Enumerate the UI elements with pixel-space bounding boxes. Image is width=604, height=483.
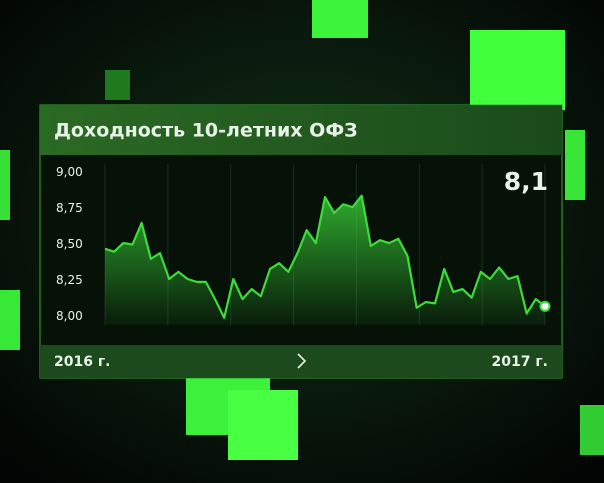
y-tick-label: 8,25 [56, 273, 83, 287]
chart-title: Доходность 10-летних ОФЗ [54, 120, 358, 142]
y-tick-label: 9,00 [56, 165, 83, 179]
end-point [539, 300, 551, 312]
line [104, 194, 546, 319]
period-start: 2016 г. [54, 354, 110, 370]
decor-cubes [0, 0, 604, 460]
panel-header [40, 105, 562, 155]
value-label: 8,1 [504, 167, 548, 196]
y-tick-label: 8,75 [56, 201, 83, 215]
area [105, 195, 545, 325]
y-tick-label: 8,00 [56, 309, 83, 323]
next-arrow[interactable] [297, 353, 307, 369]
footer-bar [40, 345, 562, 378]
period-end: 2017 г. [492, 354, 548, 370]
y-tick-label: 8,50 [56, 237, 83, 251]
